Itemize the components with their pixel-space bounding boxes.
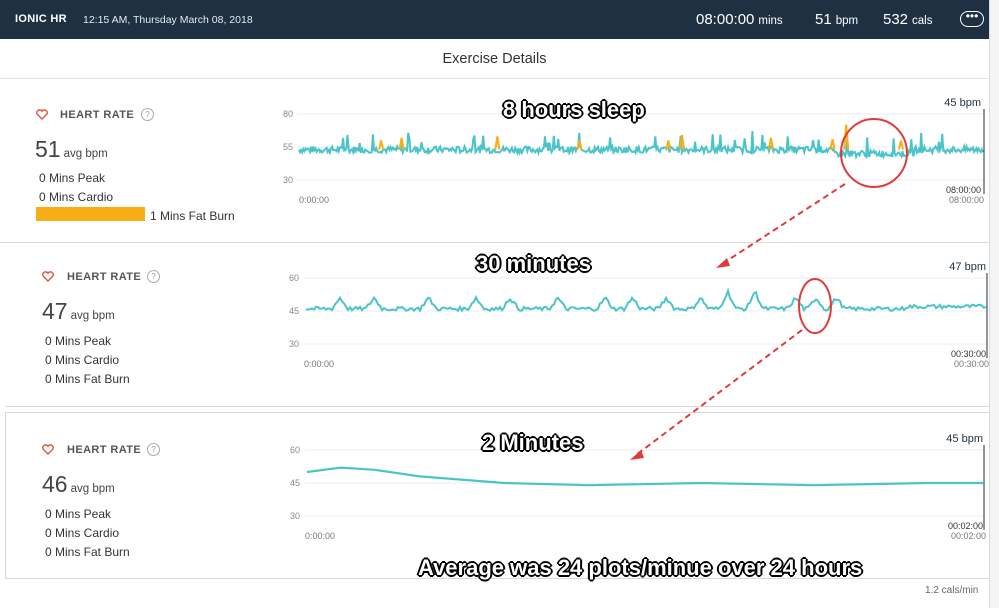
calories-rate-snippet: 1.2 cals/min — [925, 585, 979, 596]
ellipsis-icon: ••• — [965, 9, 979, 23]
y-tick: 45 — [290, 478, 300, 488]
fat-burn-spike — [897, 140, 904, 150]
y-tick: 60 — [289, 273, 299, 283]
scrollbar[interactable] — [989, 0, 999, 608]
avg-bpm-value: 51 — [35, 136, 61, 162]
fat-burn-spike — [576, 140, 583, 150]
page-title: Exercise Details — [0, 40, 989, 79]
peak-bpm-label: 47 bpm — [949, 261, 986, 273]
heart-rate-panel-2m: HEART RATE ? 46 avg bpm 0 Mins Peak 0 Min… — [5, 412, 990, 579]
help-icon[interactable]: ? — [147, 270, 160, 283]
peak-zone: 0 Mins Peak — [39, 171, 106, 185]
avg-bpm: 46 avg bpm — [42, 471, 115, 498]
fat-burn-spike — [679, 134, 686, 150]
heart-rate-label: HEART RATE — [67, 271, 142, 283]
calories-value: 532 — [883, 11, 909, 28]
end-time-label: 00:30:00 — [954, 359, 989, 369]
avg-bpm: 51 avg bpm — [35, 136, 108, 163]
avg-bpm: 47 avg bpm — [42, 298, 115, 325]
calories-unit: cals — [912, 15, 933, 27]
y-tick: 80 — [283, 109, 293, 119]
peak-bpm-label: 45 bpm — [946, 433, 983, 445]
y-tick: 30 — [283, 175, 293, 185]
fat-burn-spike — [829, 138, 836, 150]
y-tick: 45 — [289, 306, 299, 316]
avg-bpm-unit: avg bpm — [70, 483, 115, 495]
avg-bpm-unit: avg bpm — [63, 148, 108, 160]
exercise-datetime: 12:15 AM, Thursday March 08, 2018 — [83, 14, 253, 26]
annotation-2-minutes: 2 Minutes — [481, 429, 584, 455]
annotation-average: Average was 24 plots/minue over 24 hours — [417, 554, 863, 580]
annotation-8-hours: 8 hours sleep — [502, 96, 645, 122]
bpm-value: 51 — [815, 11, 832, 28]
heart-rate-chart-2m: 60 45 30 45 bpm 0:00:00 00:02:00 00:02:0… — [290, 433, 986, 541]
start-time-label: 0:00:00 — [299, 195, 329, 205]
heart-icon — [42, 271, 54, 282]
fat-burn-zone: 0 Mins Fat Burn — [45, 545, 130, 559]
heart-rate-panel-8h: HEART RATE ? 51 avg bpm 0 Mins Peak 0 Min… — [0, 79, 989, 243]
heart-rate-series — [298, 131, 984, 160]
help-icon[interactable]: ? — [147, 443, 160, 456]
duration-stat: 08:00:00 mins — [696, 11, 783, 28]
cursor-time-label: 08:00:00 — [946, 185, 981, 195]
fat-burn-spike — [665, 140, 672, 150]
heart-rate-chart-30m: 60 45 30 47 bpm 0:00:00 00:30:00 00:30:0… — [289, 261, 989, 369]
start-time-label: 0:00:00 — [304, 359, 334, 369]
cardio-zone: 0 Mins Cardio — [45, 526, 120, 540]
avg-bpm-value: 46 — [42, 471, 68, 497]
heart-icon — [42, 444, 54, 455]
bpm-unit: bpm — [835, 15, 859, 27]
annotation-30-minutes: 30 minutes — [475, 250, 591, 276]
y-tick: 60 — [290, 445, 300, 455]
fat-burn-spike — [494, 136, 501, 150]
peak-zone: 0 Mins Peak — [45, 334, 112, 348]
fat-burn-zone: 0 Mins Fat Burn — [45, 372, 130, 386]
y-tick: 55 — [283, 142, 293, 152]
peak-zone: 0 Mins Peak — [45, 507, 112, 521]
calories-stat: 532 cals — [883, 11, 932, 28]
y-tick: 30 — [289, 339, 299, 349]
end-time-label: 00:02:00 — [951, 531, 986, 541]
cardio-zone: 0 Mins Cardio — [39, 190, 114, 204]
end-time-label: 08:00:00 — [949, 195, 984, 205]
help-icon[interactable]: ? — [141, 108, 154, 121]
heart-rate-label: HEART RATE — [67, 444, 142, 456]
start-time-label: 0:00:00 — [305, 531, 335, 541]
duration-value: 08:00:00 — [696, 11, 755, 28]
heart-rate-label: HEART RATE — [60, 109, 135, 121]
cursor-time-label: 00:02:00 — [948, 521, 983, 531]
cursor-time-label: 00:30:00 — [951, 349, 986, 359]
fat-burn-zone: 1 Mins Fat Burn — [150, 209, 235, 223]
fat-burn-spike — [378, 140, 385, 150]
more-options-button[interactable]: ••• — [960, 9, 984, 27]
avg-bpm-unit: avg bpm — [70, 310, 115, 322]
avg-bpm-value: 47 — [42, 298, 68, 324]
duration-unit: mins — [758, 15, 783, 27]
heart-rate-series — [306, 466, 983, 487]
heart-rate-series — [305, 287, 987, 313]
y-tick: 30 — [290, 511, 300, 521]
top-bar: IONIC HR 12:15 AM, Thursday March 08, 20… — [0, 0, 989, 39]
heart-icon — [36, 109, 48, 120]
app-title: IONIC HR — [15, 13, 67, 25]
fat-burn-bar — [36, 207, 145, 221]
cardio-zone: 0 Mins Cardio — [45, 353, 120, 367]
peak-bpm-label: 45 bpm — [944, 97, 981, 109]
bpm-stat: 51 bpm — [815, 11, 858, 28]
fat-burn-spike — [767, 137, 774, 150]
fat-burn-spike — [398, 137, 405, 150]
